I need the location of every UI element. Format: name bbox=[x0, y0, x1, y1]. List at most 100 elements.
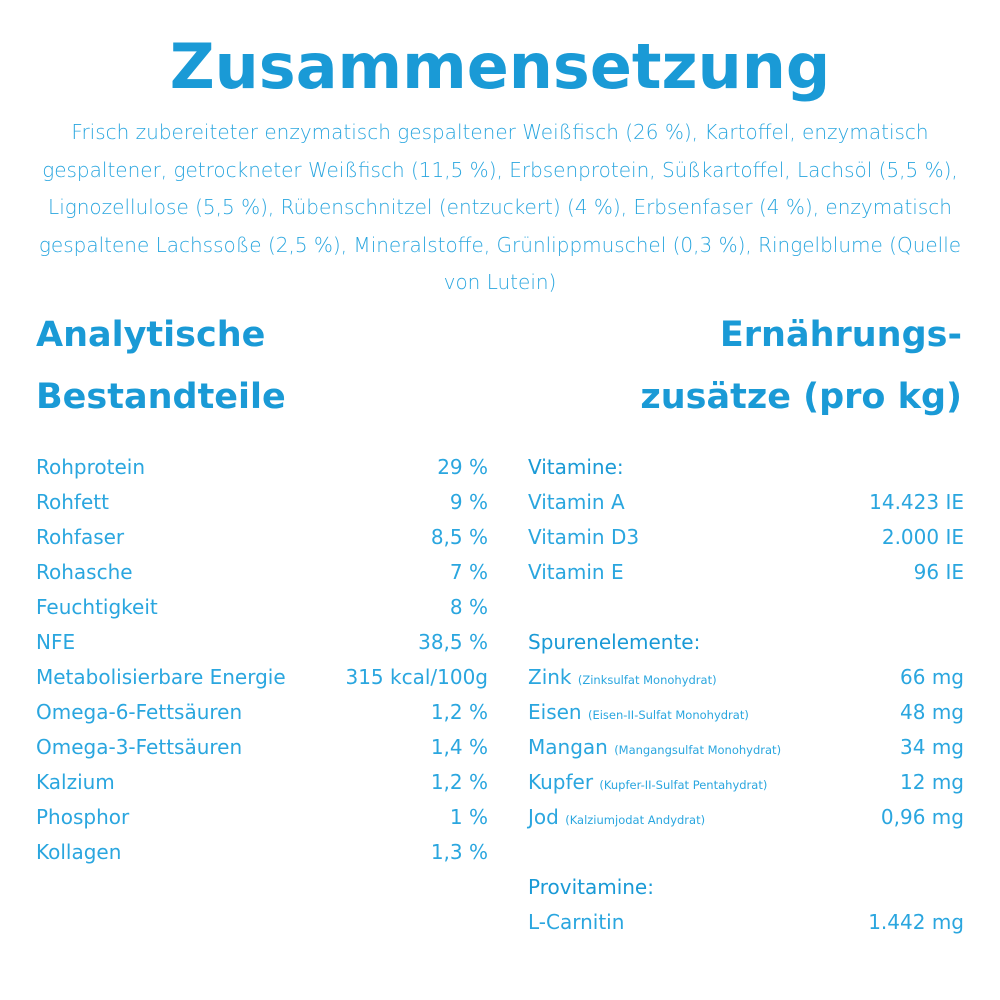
row-value: 34 mg bbox=[900, 735, 964, 759]
table-row: Vitamin A 14.423 IE bbox=[528, 485, 964, 520]
ingredients-text: Frisch zubereiteter enzymatisch gespalte… bbox=[38, 120, 962, 294]
row-note: (Kalziumjodat Andydrat) bbox=[565, 813, 706, 827]
row-label-text: Metabolisierbare Energie bbox=[36, 665, 286, 689]
analytic-table: Rohprotein 29 % Rohfett 9 % Rohfaser 8,5 % Roh… bbox=[36, 450, 488, 870]
row-label-text: Jod bbox=[528, 805, 559, 829]
row-label-text: Omega-6-Fettsäuren bbox=[36, 700, 243, 724]
row-label-text: Kalzium bbox=[36, 770, 115, 794]
row-label-text: Mangan bbox=[528, 735, 608, 759]
row-value: 1.442 mg bbox=[868, 910, 964, 934]
row-label-text: Kupfer bbox=[528, 770, 594, 794]
row-value: 8,5 % bbox=[430, 525, 488, 549]
table-row: Rohfaser 8,5 % bbox=[36, 520, 488, 555]
row-value: 1,4 % bbox=[430, 735, 488, 759]
row-label-text: Rohasche bbox=[36, 560, 133, 584]
row-value: 66 mg bbox=[900, 665, 964, 689]
row-label: Feuchtigkeit bbox=[36, 590, 158, 625]
row-label: L-Carnitin bbox=[528, 905, 624, 940]
row-value: 315 kcal/100g bbox=[345, 665, 488, 689]
row-label-text: NFE bbox=[36, 630, 76, 654]
table-row: NFE 38,5 % bbox=[36, 625, 488, 660]
row-label-text: Eisen bbox=[528, 700, 582, 724]
row-label: Metabolisierbare Energie bbox=[36, 660, 286, 695]
row-value: 0,96 mg bbox=[880, 805, 964, 829]
analytic-heading-line1: Analytische bbox=[36, 315, 266, 355]
table-row: Rohasche 7 % bbox=[36, 555, 488, 590]
table-row: Jod (Kalziumjodat Andydrat) 0,96 mg bbox=[528, 800, 964, 835]
table-row: Mangan (Mangangsulfat Monohydrat) 34 mg bbox=[528, 730, 964, 765]
row-note: (Kupfer-II-Sulfat Pentahydrat) bbox=[599, 778, 768, 792]
row-label-text: Rohprotein bbox=[36, 455, 146, 479]
row-label-text: Vitamin A bbox=[528, 490, 625, 514]
row-value: 29 % bbox=[437, 455, 488, 479]
table-row: Kalzium 1,2 % bbox=[36, 765, 488, 800]
row-value: 8 % bbox=[449, 595, 488, 619]
row-label-text: Vitamin D3 bbox=[528, 525, 640, 549]
row-label: Phosphor bbox=[36, 800, 129, 835]
row-value: 1,2 % bbox=[430, 770, 488, 794]
additives-heading-line1: Ernährungs- bbox=[719, 315, 962, 355]
row-note: (Mangangsulfat Monohydrat) bbox=[614, 743, 782, 757]
row-label: Vitamin D3 bbox=[528, 520, 639, 555]
table-row: Phosphor 1 % bbox=[36, 800, 488, 835]
table-row: Eisen (Eisen-II-Sulfat Monohydrat) 48 mg bbox=[528, 695, 964, 730]
table-row: Kollagen 1,3 % bbox=[36, 835, 488, 870]
row-label: Kollagen bbox=[36, 835, 121, 870]
row-value: 1,3 % bbox=[430, 840, 488, 864]
table-row: Omega-3-Fettsäuren 1,4 % bbox=[36, 730, 488, 765]
spacer bbox=[528, 835, 964, 870]
row-value: 7 % bbox=[449, 560, 488, 584]
row-label-text: Zink bbox=[528, 665, 572, 689]
row-label-text: Omega-3-Fettsäuren bbox=[36, 735, 243, 759]
row-label: Eisen (Eisen-II-Sulfat Monohydrat) bbox=[528, 695, 749, 730]
row-note: (Zinksulfat Monohydrat) bbox=[577, 673, 717, 687]
row-label: Rohasche bbox=[36, 555, 133, 590]
row-value: 1 % bbox=[449, 805, 488, 829]
row-label-text: Phosphor bbox=[36, 805, 130, 829]
row-value: 2.000 IE bbox=[881, 525, 964, 549]
table-row: Rohfett 9 % bbox=[36, 485, 488, 520]
table-row: Vitamin D3 2.000 IE bbox=[528, 520, 964, 555]
row-value: 48 mg bbox=[900, 700, 964, 724]
row-label-text: Vitamin E bbox=[528, 560, 624, 584]
row-label: Omega-6-Fettsäuren bbox=[36, 695, 242, 730]
row-label-text: Rohfaser bbox=[36, 525, 125, 549]
row-label: Kalzium bbox=[36, 765, 115, 800]
additives-heading: Ernährungs- zusätze (pro kg) bbox=[640, 304, 962, 428]
row-value: 38,5 % bbox=[418, 630, 488, 654]
section-title: Vitamine: bbox=[528, 455, 624, 479]
row-label: Rohfaser bbox=[36, 520, 124, 555]
row-label: Mangan (Mangangsulfat Monohydrat) bbox=[528, 730, 781, 765]
row-value: 1,2 % bbox=[430, 700, 488, 724]
page-title: Zusammensetzung bbox=[169, 30, 831, 103]
table-row: Kupfer (Kupfer-II-Sulfat Pentahydrat) 12 … bbox=[528, 765, 964, 800]
row-label: Zink (Zinksulfat Monohydrat) bbox=[528, 660, 717, 695]
table-row: Feuchtigkeit 8 % bbox=[36, 590, 488, 625]
table-row: L-Carnitin 1.442 mg bbox=[528, 905, 964, 940]
row-label: Kupfer (Kupfer-II-Sulfat Pentahydrat) bbox=[528, 765, 767, 800]
table-row: Vitamin E 96 IE bbox=[528, 555, 964, 590]
row-label: Rohprotein bbox=[36, 450, 145, 485]
row-label-text: Feuchtigkeit bbox=[36, 595, 158, 619]
table-row: Omega-6-Fettsäuren 1,2 % bbox=[36, 695, 488, 730]
row-value: 14.423 IE bbox=[869, 490, 964, 514]
additives-heading-line2: zusätze (pro kg) bbox=[640, 377, 962, 417]
row-value: 12 mg bbox=[900, 770, 964, 794]
row-label-text: L-Carnitin bbox=[528, 910, 625, 934]
row-label: Rohfett bbox=[36, 485, 109, 520]
analytic-heading-line2: Bestandteile bbox=[36, 377, 286, 417]
additives-table: Vitamine: Vitamin A 14.423 IE Vitamin D3 2.0… bbox=[528, 450, 964, 940]
table-row: Zink (Zinksulfat Monohydrat) 66 mg bbox=[528, 660, 964, 695]
row-label: Vitamin E bbox=[528, 555, 624, 590]
row-note: (Eisen-II-Sulfat Monohydrat) bbox=[587, 708, 749, 722]
row-label-text: Rohfett bbox=[36, 490, 109, 514]
section-title: Provitamine: bbox=[528, 875, 654, 899]
table-row: Metabolisierbare Energie 315 kcal/100g bbox=[36, 660, 488, 695]
table-row: Rohprotein 29 % bbox=[36, 450, 488, 485]
row-label: Jod (Kalziumjodat Andydrat) bbox=[528, 800, 705, 835]
spacer bbox=[528, 590, 964, 625]
analytic-heading: Analytische Bestandteile bbox=[36, 304, 286, 428]
row-label: NFE bbox=[36, 625, 75, 660]
section-title: Spurenelemente: bbox=[528, 630, 701, 654]
row-label-text: Kollagen bbox=[36, 840, 122, 864]
